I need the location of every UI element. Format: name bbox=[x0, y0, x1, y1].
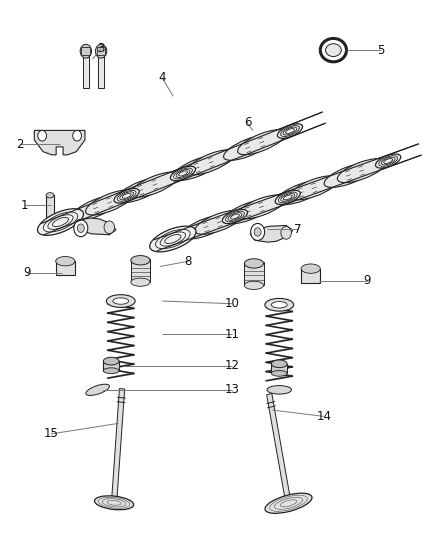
Ellipse shape bbox=[131, 278, 150, 286]
Polygon shape bbox=[250, 225, 293, 242]
Ellipse shape bbox=[73, 131, 81, 141]
Text: 4: 4 bbox=[159, 71, 166, 84]
Text: 9: 9 bbox=[364, 274, 371, 287]
Bar bbox=[83, 56, 89, 88]
Ellipse shape bbox=[223, 135, 272, 160]
Ellipse shape bbox=[244, 259, 264, 268]
Ellipse shape bbox=[104, 221, 115, 233]
Ellipse shape bbox=[173, 156, 221, 180]
Ellipse shape bbox=[170, 166, 195, 181]
Text: 11: 11 bbox=[225, 327, 240, 341]
Ellipse shape bbox=[325, 44, 341, 56]
Ellipse shape bbox=[80, 44, 92, 58]
Ellipse shape bbox=[117, 177, 165, 203]
Ellipse shape bbox=[265, 298, 293, 311]
Ellipse shape bbox=[337, 159, 386, 183]
Ellipse shape bbox=[223, 209, 247, 223]
Bar bbox=[244, 262, 264, 285]
Ellipse shape bbox=[275, 190, 300, 205]
Polygon shape bbox=[265, 307, 293, 381]
Ellipse shape bbox=[272, 302, 287, 308]
Ellipse shape bbox=[237, 195, 286, 219]
Ellipse shape bbox=[195, 211, 244, 235]
Ellipse shape bbox=[277, 181, 325, 205]
Text: 15: 15 bbox=[43, 427, 58, 440]
Text: 10: 10 bbox=[225, 297, 240, 310]
Ellipse shape bbox=[56, 256, 75, 266]
Ellipse shape bbox=[251, 223, 265, 240]
Polygon shape bbox=[34, 131, 85, 155]
Bar bbox=[98, 56, 104, 88]
Ellipse shape bbox=[38, 209, 84, 236]
Text: 2: 2 bbox=[17, 138, 24, 151]
Ellipse shape bbox=[281, 227, 291, 239]
Polygon shape bbox=[41, 112, 325, 235]
Text: 14: 14 bbox=[316, 410, 331, 423]
Text: 1: 1 bbox=[21, 199, 28, 212]
Ellipse shape bbox=[320, 38, 346, 62]
Polygon shape bbox=[112, 389, 125, 500]
Ellipse shape bbox=[74, 220, 88, 237]
Bar bbox=[81, 47, 90, 55]
Ellipse shape bbox=[272, 370, 287, 376]
Text: 12: 12 bbox=[225, 359, 240, 373]
Ellipse shape bbox=[244, 281, 264, 289]
Polygon shape bbox=[73, 218, 116, 235]
Ellipse shape bbox=[301, 264, 320, 273]
Ellipse shape bbox=[324, 164, 373, 188]
Ellipse shape bbox=[131, 172, 179, 197]
Bar bbox=[301, 269, 320, 282]
Bar bbox=[97, 47, 106, 55]
Ellipse shape bbox=[150, 226, 196, 252]
Ellipse shape bbox=[290, 176, 339, 200]
Text: 13: 13 bbox=[225, 383, 240, 397]
Ellipse shape bbox=[78, 224, 84, 232]
Text: 7: 7 bbox=[294, 223, 301, 236]
Bar bbox=[103, 361, 119, 370]
Ellipse shape bbox=[375, 154, 401, 168]
Ellipse shape bbox=[103, 368, 119, 374]
Text: 9: 9 bbox=[23, 266, 31, 279]
Ellipse shape bbox=[85, 190, 134, 215]
Ellipse shape bbox=[106, 295, 135, 308]
Ellipse shape bbox=[131, 256, 150, 265]
Bar bbox=[272, 364, 287, 373]
Ellipse shape bbox=[95, 44, 107, 58]
Ellipse shape bbox=[267, 385, 291, 394]
Ellipse shape bbox=[113, 298, 129, 304]
Bar bbox=[131, 259, 150, 282]
Ellipse shape bbox=[265, 493, 312, 513]
Polygon shape bbox=[106, 304, 135, 378]
Ellipse shape bbox=[38, 131, 46, 141]
Ellipse shape bbox=[254, 228, 261, 236]
Ellipse shape bbox=[181, 215, 230, 239]
Ellipse shape bbox=[238, 130, 286, 155]
Polygon shape bbox=[154, 144, 421, 251]
Ellipse shape bbox=[224, 200, 272, 224]
Text: 8: 8 bbox=[185, 255, 192, 268]
Text: 5: 5 bbox=[377, 44, 384, 56]
Text: 3: 3 bbox=[97, 42, 105, 55]
Ellipse shape bbox=[114, 189, 139, 203]
Ellipse shape bbox=[277, 124, 303, 138]
Ellipse shape bbox=[187, 150, 235, 175]
Ellipse shape bbox=[71, 196, 120, 221]
Ellipse shape bbox=[95, 496, 134, 510]
Text: 6: 6 bbox=[244, 117, 251, 130]
Ellipse shape bbox=[46, 192, 54, 198]
Polygon shape bbox=[267, 393, 290, 501]
Bar bbox=[46, 195, 54, 216]
Ellipse shape bbox=[86, 384, 110, 395]
Ellipse shape bbox=[272, 360, 287, 368]
Bar bbox=[56, 261, 75, 275]
Ellipse shape bbox=[103, 357, 119, 365]
